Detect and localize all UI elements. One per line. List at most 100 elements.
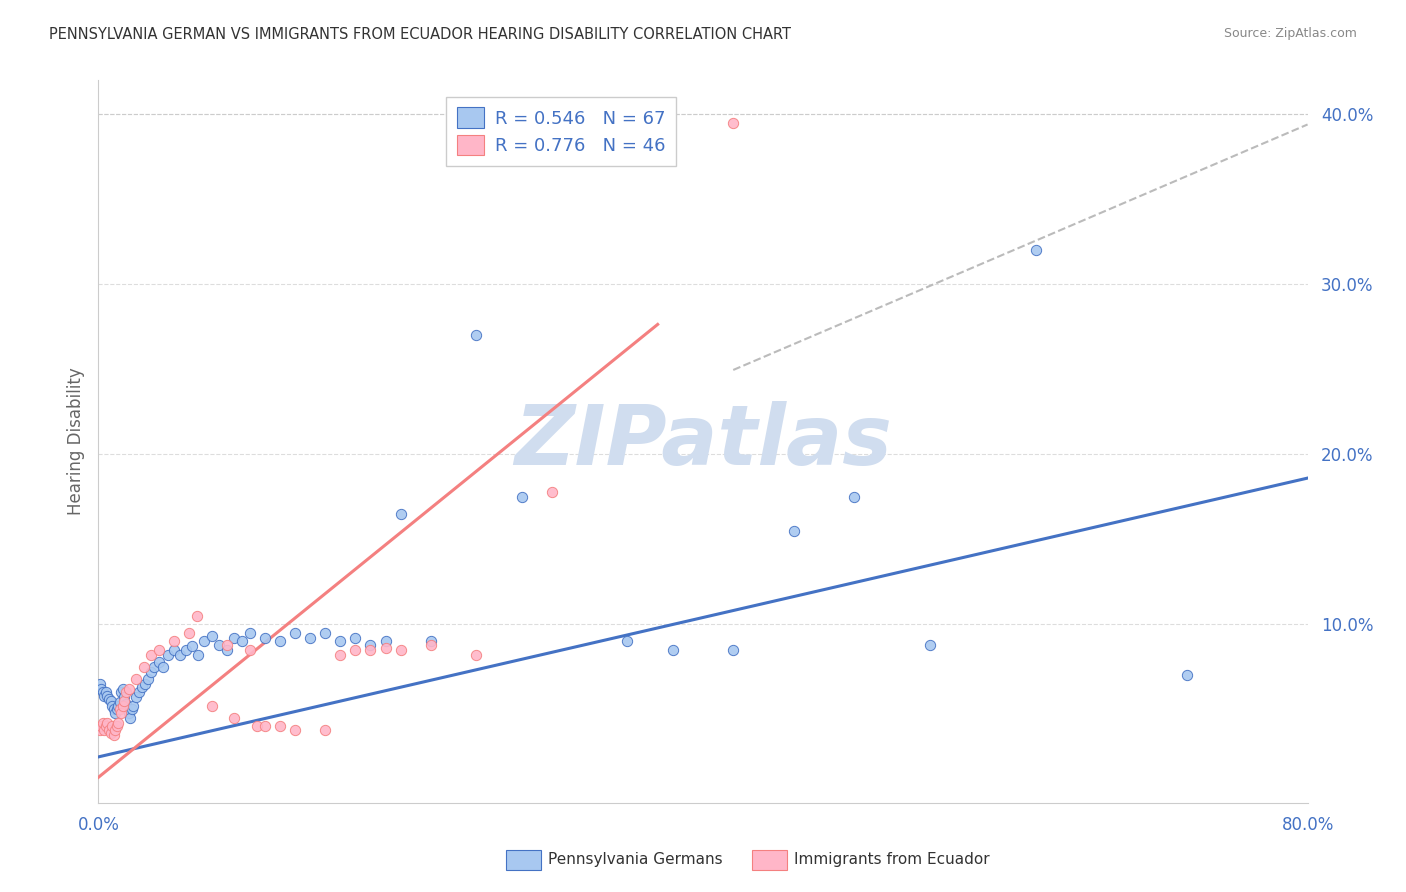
- Point: [112, 694, 135, 708]
- Point: [186, 608, 208, 623]
- Point: [148, 655, 170, 669]
- Point: [187, 648, 209, 662]
- Text: ZIPatlas: ZIPatlas: [515, 401, 891, 482]
- Point: [1024, 244, 1046, 258]
- Text: Pennsylvania Germans: Pennsylvania Germans: [548, 853, 723, 867]
- Point: [224, 711, 246, 725]
- Point: [125, 690, 148, 705]
- Point: [105, 702, 128, 716]
- Point: [269, 719, 291, 733]
- Point: [723, 642, 745, 657]
- Point: [100, 726, 122, 740]
- Point: [107, 715, 129, 730]
- Point: [89, 677, 111, 691]
- Point: [179, 625, 201, 640]
- Point: [465, 328, 488, 343]
- Point: [465, 648, 488, 662]
- Point: [360, 638, 382, 652]
- Point: [918, 638, 941, 652]
- Point: [104, 723, 127, 737]
- Point: [193, 634, 215, 648]
- Point: [284, 625, 307, 640]
- Point: [224, 631, 246, 645]
- Point: [125, 672, 148, 686]
- Point: [215, 638, 238, 652]
- Legend: R = 0.546   N = 67, R = 0.776   N = 46: R = 0.546 N = 67, R = 0.776 N = 46: [446, 96, 676, 166]
- Point: [103, 702, 125, 716]
- Point: [105, 719, 128, 733]
- Point: [93, 723, 115, 737]
- Point: [163, 634, 186, 648]
- Point: [115, 702, 138, 716]
- Point: [141, 648, 163, 662]
- Point: [844, 490, 866, 504]
- Point: [1175, 668, 1198, 682]
- Point: [136, 672, 159, 686]
- Point: [91, 685, 114, 699]
- Y-axis label: Hearing Disability: Hearing Disability: [66, 368, 84, 516]
- Text: PENNSYLVANIA GERMAN VS IMMIGRANTS FROM ECUADOR HEARING DISABILITY CORRELATION CH: PENNSYLVANIA GERMAN VS IMMIGRANTS FROM E…: [49, 27, 792, 42]
- Point: [141, 665, 163, 679]
- Point: [201, 629, 224, 643]
- Point: [100, 694, 122, 708]
- Point: [98, 723, 121, 737]
- Point: [90, 719, 112, 733]
- Point: [284, 723, 307, 737]
- Point: [239, 625, 262, 640]
- Point: [208, 638, 231, 652]
- Point: [121, 702, 143, 716]
- Point: [314, 723, 336, 737]
- Point: [420, 638, 443, 652]
- Point: [344, 642, 367, 657]
- Point: [111, 681, 134, 696]
- Point: [253, 631, 276, 645]
- Point: [246, 719, 269, 733]
- Text: Immigrants from Ecuador: Immigrants from Ecuador: [794, 853, 990, 867]
- Point: [96, 715, 118, 730]
- Point: [143, 660, 166, 674]
- Point: [101, 698, 124, 713]
- Point: [661, 642, 683, 657]
- Point: [174, 642, 197, 657]
- Point: [131, 680, 153, 694]
- Point: [148, 642, 170, 657]
- Point: [90, 681, 112, 696]
- Point: [231, 634, 253, 648]
- Point: [215, 642, 238, 657]
- Point: [96, 689, 118, 703]
- Point: [108, 696, 131, 710]
- Point: [156, 648, 179, 662]
- Point: [510, 490, 533, 504]
- Point: [118, 681, 141, 696]
- Point: [389, 642, 412, 657]
- Point: [94, 719, 117, 733]
- Text: Source: ZipAtlas.com: Source: ZipAtlas.com: [1223, 27, 1357, 40]
- Point: [374, 641, 396, 656]
- Point: [98, 692, 121, 706]
- Point: [389, 507, 412, 521]
- Point: [134, 677, 156, 691]
- Point: [94, 685, 117, 699]
- Point: [299, 631, 322, 645]
- Point: [420, 634, 443, 648]
- Point: [723, 116, 745, 130]
- Point: [120, 711, 142, 725]
- Point: [110, 685, 132, 699]
- Point: [91, 715, 114, 730]
- Point: [329, 634, 352, 648]
- Point: [253, 719, 276, 733]
- Point: [314, 625, 336, 640]
- Point: [181, 640, 204, 654]
- Point: [122, 698, 145, 713]
- Point: [118, 706, 141, 720]
- Point: [104, 706, 127, 720]
- Point: [201, 698, 224, 713]
- Point: [128, 685, 150, 699]
- Point: [540, 484, 562, 499]
- Point: [114, 697, 136, 711]
- Point: [616, 634, 638, 648]
- Point: [374, 634, 396, 648]
- Point: [89, 723, 111, 737]
- Point: [114, 685, 136, 699]
- Point: [110, 706, 132, 720]
